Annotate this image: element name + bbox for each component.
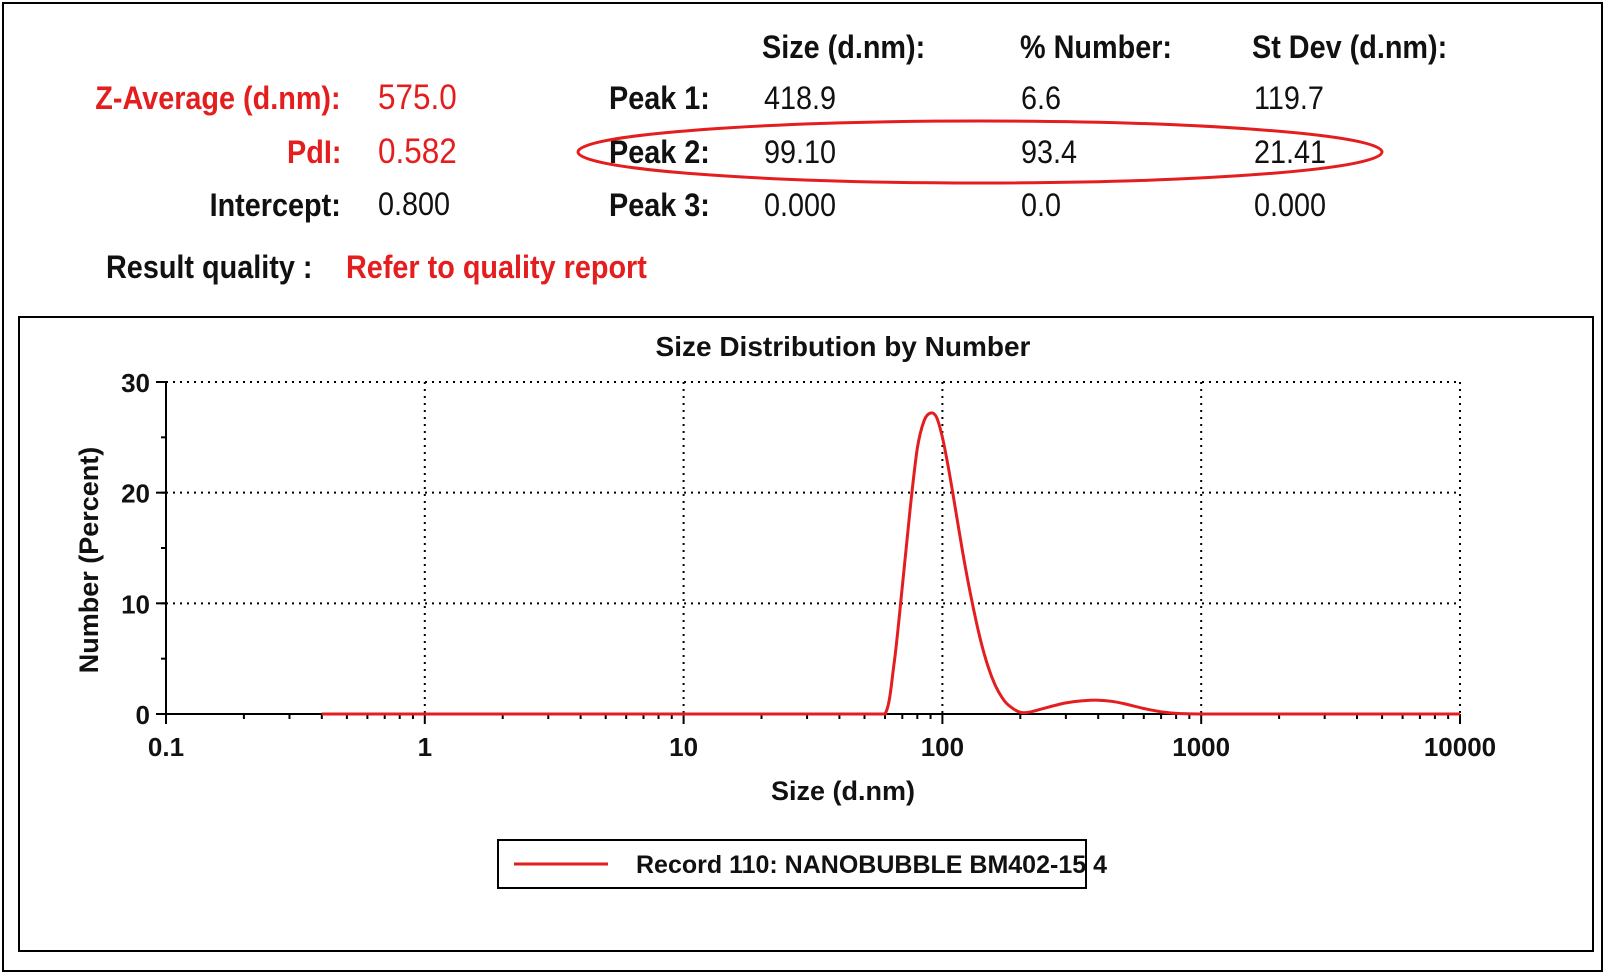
y-tick-label: 0 bbox=[136, 700, 150, 730]
x-tick-label: 0.1 bbox=[148, 732, 184, 762]
peak-2-label: Peak 2: bbox=[609, 134, 710, 170]
result-quality-label: Result quality : bbox=[106, 249, 313, 285]
size-distribution-chart: Size Distribution by Number 0 10 20 30 0.1 1 10… bbox=[74, 331, 1496, 889]
x-tick-label: 1000 bbox=[1172, 732, 1230, 762]
header-size: Size (d.nm): bbox=[762, 29, 926, 65]
peak-2-size: 99.10 bbox=[764, 134, 837, 170]
peak-2-number: 93.4 bbox=[1021, 134, 1078, 170]
pdi-label: PdI: bbox=[286, 134, 341, 170]
peak-3-stdev: 0.000 bbox=[1254, 187, 1327, 223]
peak-3-size: 0.000 bbox=[764, 187, 837, 223]
intercept-value: 0.800 bbox=[378, 186, 451, 222]
legend-label: Record 110: NANOBUBBLE BM402-15 4 bbox=[636, 851, 1107, 879]
x-axis-label: Size (d.nm) bbox=[771, 776, 915, 806]
y-axis-label: Number (Percent) bbox=[74, 447, 104, 674]
x-tick-label: 100 bbox=[921, 732, 964, 762]
peak-1-number: 6.6 bbox=[1021, 80, 1062, 116]
x-tick-label: 1 bbox=[418, 732, 432, 762]
peak-2-stdev: 21.41 bbox=[1254, 134, 1327, 170]
pdi-value: 0.582 bbox=[378, 132, 457, 171]
header-number: % Number: bbox=[1020, 29, 1173, 65]
y-tick-label: 10 bbox=[121, 589, 150, 619]
x-tick-label: 10000 bbox=[1424, 732, 1496, 762]
chart-title: Size Distribution by Number bbox=[656, 331, 1031, 362]
z-average-value: 575.0 bbox=[378, 78, 457, 117]
peak-1-label: Peak 1: bbox=[609, 80, 710, 116]
z-average-label: Z-Average (d.nm): bbox=[95, 80, 341, 116]
chart-panel: Size Distribution by Number 0 10 20 30 0.1 1 10… bbox=[18, 316, 1594, 952]
series-line bbox=[321, 411, 1460, 716]
peak-1-stdev: 119.7 bbox=[1254, 80, 1324, 116]
x-tick-label: 10 bbox=[669, 732, 698, 762]
peak-3-number: 0.0 bbox=[1021, 187, 1062, 223]
result-quality-value: Refer to quality report bbox=[346, 249, 647, 285]
peak-3-label: Peak 3: bbox=[609, 187, 710, 223]
intercept-label: Intercept: bbox=[209, 187, 341, 223]
peak-1-size: 418.9 bbox=[764, 80, 837, 116]
y-tick-label: 20 bbox=[121, 479, 150, 509]
header-stdev: St Dev (d.nm): bbox=[1252, 29, 1448, 65]
y-tick-label: 30 bbox=[121, 368, 150, 398]
